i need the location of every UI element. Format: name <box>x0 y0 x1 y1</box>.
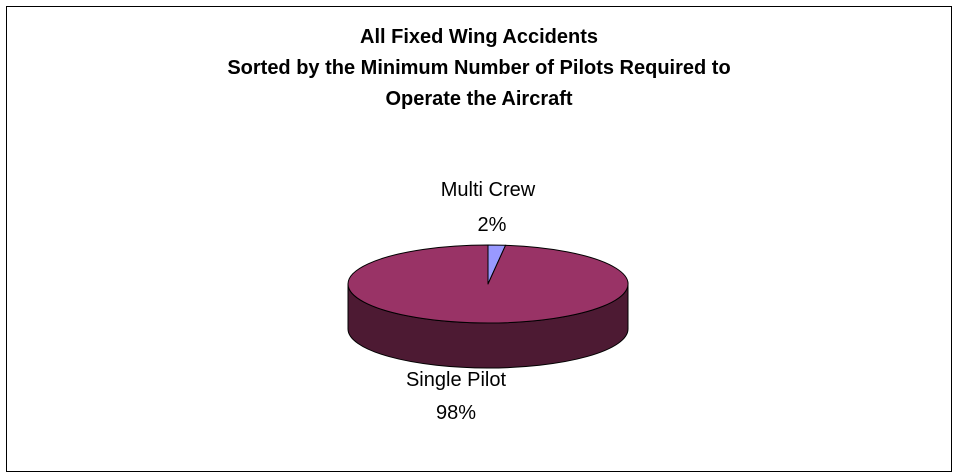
slice-label-value-single-pilot: 98% <box>436 402 476 424</box>
pie-slice-single-pilot <box>347 244 629 324</box>
slice-label-value-multi-crew: 2% <box>478 214 507 236</box>
chart-frame <box>6 6 952 472</box>
slice-label-name-multi-crew: Multi Crew <box>441 179 536 201</box>
chart-title-line-2: Sorted by the Minimum Number of Pilots R… <box>227 57 731 79</box>
chart-title: All Fixed Wing Accidents Sorted by the M… <box>0 22 958 115</box>
chart-title-line-3: Operate the Aircraft <box>385 88 573 110</box>
slice-label-name-single-pilot: Single Pilot <box>406 369 507 391</box>
chart-title-line-1: All Fixed Wing Accidents <box>360 26 598 48</box>
pie-layer <box>347 244 629 369</box>
